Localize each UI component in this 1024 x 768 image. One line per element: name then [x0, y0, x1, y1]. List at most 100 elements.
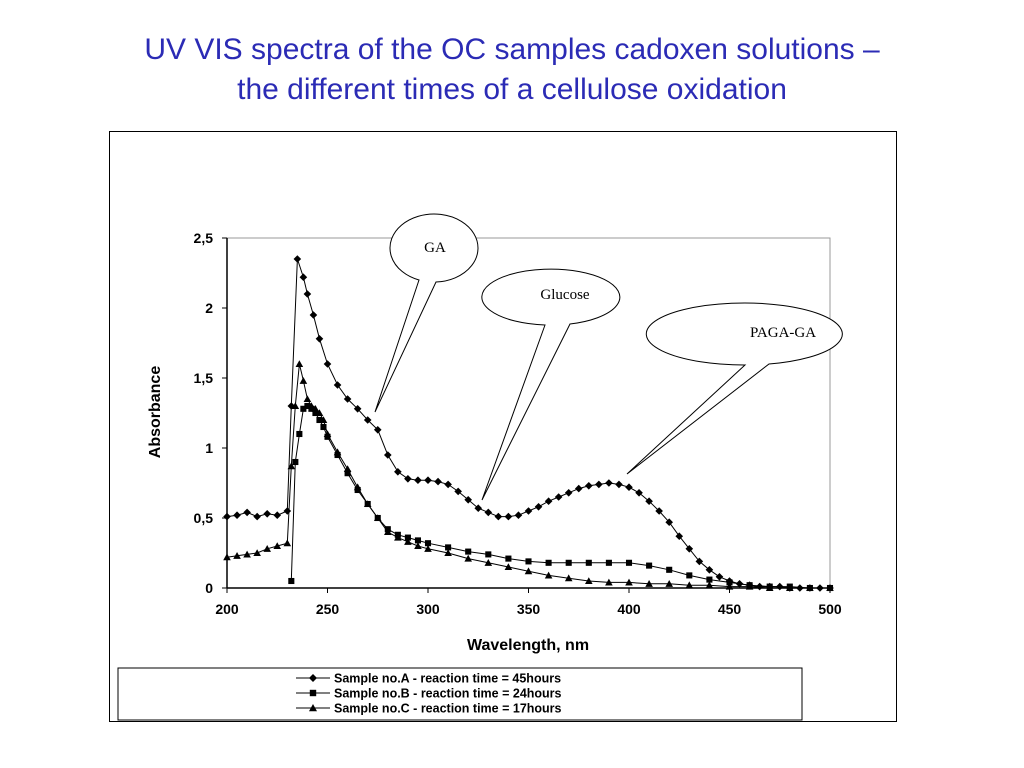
- data-point-b: [445, 544, 452, 551]
- data-point-a: [755, 582, 764, 591]
- callout-ga: GA: [374, 213, 479, 413]
- data-point-a: [323, 360, 332, 368]
- data-point-c: [826, 584, 834, 592]
- data-point-c: [444, 549, 452, 557]
- data-point-a: [645, 497, 653, 505]
- data-point-a: [333, 381, 342, 389]
- y-tick-label: 2: [205, 300, 213, 316]
- data-point-a: [263, 510, 271, 518]
- data-point-b: [320, 423, 327, 431]
- data-point-c: [223, 553, 231, 561]
- data-point-c: [384, 528, 392, 536]
- data-point-c: [253, 549, 261, 557]
- data-point-a: [424, 476, 432, 484]
- data-point-b: [465, 548, 472, 555]
- slide-title-line-2: the different times of a cellulose oxida…: [237, 73, 787, 106]
- data-point-c: [806, 584, 814, 592]
- legend-marker: [309, 704, 317, 712]
- data-point-b: [316, 416, 323, 424]
- callout-ga-bubble: [374, 213, 479, 413]
- data-point-a: [695, 557, 704, 566]
- data-point-c: [414, 542, 422, 550]
- data-point-a: [253, 512, 261, 521]
- data-point-c: [233, 552, 241, 559]
- data-point-c: [765, 584, 774, 592]
- series-sample-c: [223, 360, 834, 592]
- data-point-b: [605, 559, 612, 566]
- data-point-a: [635, 489, 643, 497]
- data-point-c: [504, 563, 513, 571]
- data-point-c: [424, 545, 432, 552]
- data-point-a: [303, 290, 312, 298]
- series-line-a: [226, 258, 830, 589]
- y-tick-label: 0: [205, 580, 213, 596]
- data-point-a: [474, 504, 483, 512]
- data-point-a: [715, 573, 724, 581]
- data-point-c: [333, 448, 342, 456]
- data-point-b: [585, 559, 592, 566]
- data-point-b: [485, 551, 492, 558]
- data-point-c: [786, 584, 794, 592]
- data-point-c: [605, 578, 613, 586]
- y-axis-title: Absorbance: [147, 366, 164, 459]
- data-point-c: [243, 550, 251, 558]
- data-point-a: [444, 480, 452, 489]
- data-point-c: [484, 559, 493, 566]
- data-point-c: [725, 582, 734, 590]
- callout-paga-ga-text: PAGA-GA: [750, 325, 816, 341]
- data-point-a: [464, 496, 472, 504]
- legend: Sample no.A - reaction time = 45hoursSam…: [117, 667, 803, 721]
- data-point-b: [545, 559, 552, 566]
- data-point-a: [564, 489, 573, 497]
- data-point-b: [312, 409, 319, 417]
- legend-marker: [309, 674, 317, 682]
- data-point-c: [394, 533, 402, 541]
- data-point-b: [304, 402, 311, 410]
- data-point-a: [554, 493, 563, 501]
- data-point-c: [464, 554, 472, 562]
- data-point-a: [574, 484, 583, 493]
- data-point-a: [675, 532, 684, 540]
- data-point-a: [283, 507, 292, 515]
- data-point-b: [666, 566, 673, 573]
- data-point-b: [414, 537, 421, 544]
- data-point-a: [414, 476, 422, 484]
- data-point-c: [373, 514, 382, 522]
- legend-item-sample-a: Sample no.A - reaction time = 45hours: [296, 672, 561, 686]
- callout-glucose-text: Glucose: [540, 287, 589, 303]
- data-point-a: [625, 483, 633, 491]
- data-point-c: [307, 402, 316, 410]
- callout-glucose: Glucose: [481, 268, 621, 501]
- data-point-c: [404, 538, 412, 545]
- data-point-a: [494, 512, 503, 521]
- data-point-a: [233, 511, 241, 519]
- data-point-a: [615, 480, 623, 489]
- data-point-a: [404, 475, 412, 483]
- data-point-c: [685, 581, 694, 589]
- data-point-c: [291, 402, 300, 410]
- data-point-a: [373, 426, 382, 434]
- data-point-a: [363, 416, 372, 424]
- data-point-a: [595, 480, 603, 489]
- data-point-b: [525, 558, 532, 565]
- data-point-b: [726, 579, 733, 586]
- x-tick-label: 250: [316, 601, 340, 617]
- data-point-a: [353, 405, 362, 413]
- legend-box: [117, 667, 803, 721]
- data-point-c: [625, 578, 633, 586]
- data-point-c: [303, 395, 312, 403]
- x-tick-label: 450: [718, 601, 742, 617]
- data-point-c: [323, 430, 332, 438]
- data-point-b: [344, 470, 351, 477]
- data-point-c: [283, 539, 292, 547]
- data-point-a: [655, 507, 663, 515]
- x-tick-label: 350: [517, 601, 541, 617]
- data-point-a: [605, 479, 613, 487]
- data-point-b: [686, 572, 693, 579]
- data-point-a: [434, 477, 442, 486]
- x-tick-label: 500: [818, 601, 842, 617]
- series-line-b: [290, 405, 830, 589]
- x-tick-label: 400: [617, 601, 641, 617]
- data-point-a: [315, 335, 324, 343]
